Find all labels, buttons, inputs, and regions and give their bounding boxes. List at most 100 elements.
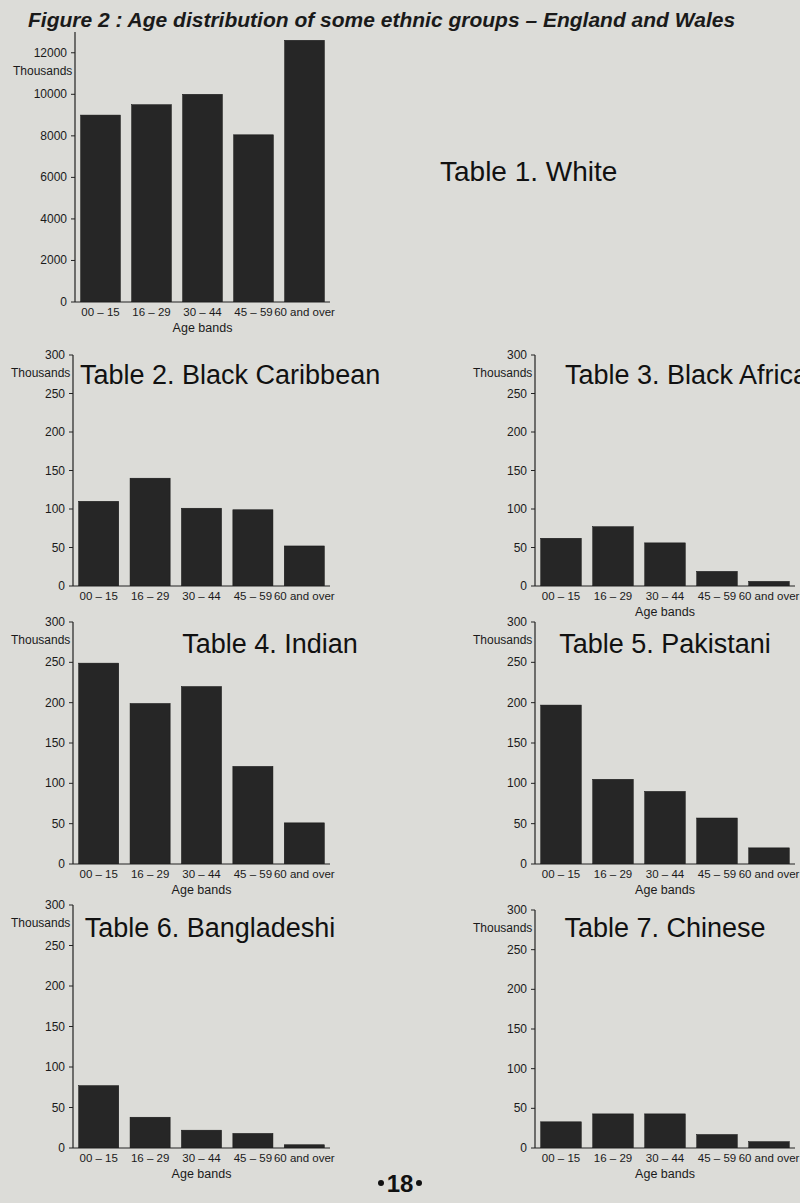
y-tick bbox=[69, 1107, 73, 1108]
y-tick bbox=[69, 547, 73, 548]
y-tick-label: 200 bbox=[45, 696, 65, 710]
y-axis-label: Thousands bbox=[13, 64, 72, 78]
y-tick bbox=[531, 586, 535, 587]
bar bbox=[233, 766, 273, 864]
y-tick-label: 250 bbox=[507, 655, 527, 669]
x-tick-label: 30 – 44 bbox=[182, 590, 221, 602]
bar bbox=[79, 663, 119, 864]
y-tick-label: 50 bbox=[52, 817, 66, 831]
y-axis-label: Thousands bbox=[473, 633, 532, 647]
y-tick-label: 250 bbox=[45, 387, 65, 401]
x-tick-label: 30 – 44 bbox=[646, 868, 685, 880]
y-tick-label: 200 bbox=[507, 425, 527, 439]
chart-title: Table 5. Pakistani bbox=[559, 629, 771, 659]
bar bbox=[645, 1114, 686, 1148]
chart-title: Table 2. Black Caribbean bbox=[80, 360, 380, 390]
y-tick-label: 8000 bbox=[40, 129, 67, 143]
y-tick-label: 0 bbox=[58, 857, 65, 871]
y-tick bbox=[531, 432, 535, 433]
x-tick-label: 16 – 29 bbox=[131, 868, 169, 880]
y-tick bbox=[531, 989, 535, 990]
y-tick bbox=[71, 218, 75, 219]
bar bbox=[130, 1117, 170, 1148]
y-tick-label: 50 bbox=[514, 817, 528, 831]
y-tick bbox=[69, 986, 73, 987]
x-axis bbox=[73, 585, 330, 586]
y-tick bbox=[69, 905, 73, 906]
y-tick-label: 0 bbox=[58, 579, 65, 593]
x-tick-label: 45 – 59 bbox=[234, 590, 272, 602]
y-axis-label: Thousands bbox=[11, 633, 70, 647]
bar bbox=[593, 527, 634, 586]
y-tick-label: 150 bbox=[45, 1020, 65, 1034]
y-tick-label: 150 bbox=[507, 736, 527, 750]
y-tick-label: 50 bbox=[52, 1101, 66, 1115]
x-axis bbox=[535, 1147, 795, 1148]
y-tick-label: 300 bbox=[45, 348, 65, 362]
chart-title: Table 6. Bangladeshi bbox=[85, 913, 336, 943]
y-tick-label: 50 bbox=[514, 1101, 528, 1115]
y-tick-label: 0 bbox=[520, 1141, 527, 1155]
x-tick-label: 16 – 29 bbox=[594, 868, 632, 880]
bar bbox=[697, 571, 738, 586]
y-tick-label: 2000 bbox=[40, 253, 67, 267]
bar bbox=[234, 135, 274, 302]
x-tick-label: 30 – 44 bbox=[646, 590, 685, 602]
x-axis-label: Age bands bbox=[635, 605, 695, 619]
y-tick-label: 50 bbox=[514, 541, 528, 555]
y-tick-label: 100 bbox=[45, 776, 65, 790]
bar bbox=[233, 1133, 273, 1148]
page-bullet bbox=[378, 1180, 384, 1186]
y-tick-label: 300 bbox=[507, 348, 527, 362]
background bbox=[0, 0, 800, 1203]
y-tick bbox=[531, 1108, 535, 1109]
bar bbox=[749, 848, 790, 864]
bar bbox=[79, 501, 119, 586]
y-tick bbox=[531, 864, 535, 865]
bars bbox=[79, 478, 325, 586]
x-tick-label: 00 – 15 bbox=[81, 306, 119, 318]
bars bbox=[79, 663, 325, 864]
x-tick-label: 00 – 15 bbox=[542, 590, 580, 602]
y-tick-label: 250 bbox=[45, 655, 65, 669]
y-tick bbox=[69, 393, 73, 394]
x-tick-label: 00 – 15 bbox=[80, 868, 118, 880]
y-tick bbox=[69, 355, 73, 356]
y-tick bbox=[531, 702, 535, 703]
bar bbox=[130, 478, 170, 586]
page: Figure 2 : Age distribution of some ethn… bbox=[0, 0, 800, 1203]
x-tick-label: 00 – 15 bbox=[80, 1152, 118, 1164]
bar bbox=[132, 105, 172, 302]
x-tick-label: 30 – 44 bbox=[182, 868, 221, 880]
y-tick bbox=[69, 823, 73, 824]
bars bbox=[79, 1086, 325, 1148]
figure-title: Figure 2 : Age distribution of some ethn… bbox=[28, 8, 735, 31]
y-tick bbox=[531, 509, 535, 510]
y-tick bbox=[531, 910, 535, 911]
x-axis-label: Age bands bbox=[635, 1167, 695, 1181]
x-axis bbox=[535, 585, 795, 586]
y-tick-label: 100 bbox=[507, 776, 527, 790]
y-tick bbox=[531, 823, 535, 824]
x-tick-label: 60 and over bbox=[274, 1152, 335, 1164]
x-axis-label: Age bands bbox=[635, 883, 695, 897]
x-tick-label: 16 – 29 bbox=[594, 1152, 632, 1164]
y-axis bbox=[74, 32, 75, 302]
y-tick bbox=[69, 743, 73, 744]
x-tick-label: 45 – 59 bbox=[234, 1152, 272, 1164]
x-tick-label: 30 – 44 bbox=[183, 306, 222, 318]
x-tick-label: 60 and over bbox=[274, 868, 335, 880]
y-tick bbox=[531, 1029, 535, 1030]
y-tick bbox=[531, 949, 535, 950]
x-tick-label: 00 – 15 bbox=[542, 868, 580, 880]
y-tick bbox=[69, 662, 73, 663]
y-tick-label: 200 bbox=[507, 982, 527, 996]
y-tick bbox=[71, 52, 75, 53]
y-tick bbox=[69, 586, 73, 587]
y-tick-label: 100 bbox=[45, 1060, 65, 1074]
bar bbox=[285, 40, 325, 302]
x-tick-label: 60 and over bbox=[739, 868, 800, 880]
y-tick-label: 200 bbox=[507, 696, 527, 710]
bars bbox=[541, 705, 790, 864]
y-axis-label: Thousands bbox=[473, 921, 532, 935]
